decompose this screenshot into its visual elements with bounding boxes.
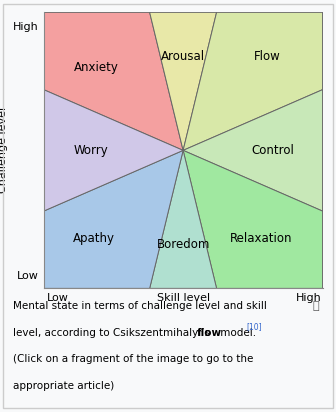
Polygon shape — [44, 12, 183, 150]
Text: appropriate article): appropriate article) — [13, 381, 115, 391]
Text: [10]: [10] — [246, 323, 262, 332]
Text: Boredom: Boredom — [157, 238, 210, 251]
Text: level, according to Csikszentmihalyi’s: level, according to Csikszentmihalyi’s — [13, 328, 214, 337]
Polygon shape — [150, 150, 217, 288]
Text: Worry: Worry — [74, 144, 109, 157]
Polygon shape — [183, 90, 323, 211]
Text: Relaxation: Relaxation — [230, 232, 292, 245]
Text: Anxiety: Anxiety — [74, 61, 119, 74]
Polygon shape — [44, 150, 183, 288]
Polygon shape — [150, 12, 217, 150]
Text: Flow: Flow — [253, 50, 280, 63]
Text: Arousal: Arousal — [161, 50, 205, 63]
Polygon shape — [183, 150, 323, 288]
Text: model.: model. — [217, 328, 256, 337]
Text: Mental state in terms of challenge level and skill: Mental state in terms of challenge level… — [13, 301, 267, 311]
Polygon shape — [44, 90, 183, 211]
Text: flow: flow — [197, 328, 222, 337]
Text: (Click on a fragment of the image to go to the: (Click on a fragment of the image to go … — [13, 354, 254, 364]
Y-axis label: Challenge level: Challenge level — [0, 107, 7, 194]
Text: Apathy: Apathy — [73, 232, 115, 245]
Polygon shape — [183, 12, 323, 150]
Text: Control: Control — [251, 144, 294, 157]
Text: ⤢: ⤢ — [312, 301, 319, 311]
